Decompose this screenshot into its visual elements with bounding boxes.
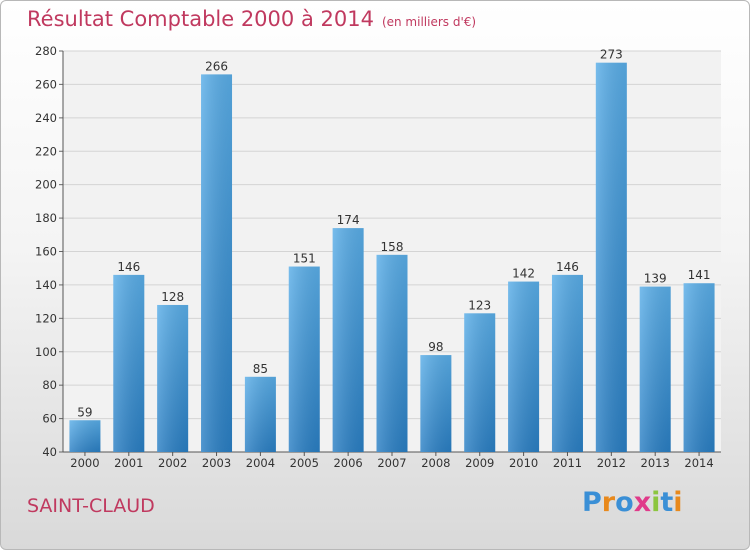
x-tick-label-2003: 2003: [202, 456, 231, 470]
logo-letter: o: [615, 487, 634, 518]
bar-shade-2010: [508, 281, 540, 452]
value-label-2006: 174: [337, 213, 360, 227]
value-label-2014: 141: [688, 268, 711, 282]
value-label-2008: 98: [428, 340, 443, 354]
chart-title-text: Résultat Comptable 2000 à 2014: [27, 7, 374, 31]
logo-letter: i: [651, 487, 661, 518]
bar-shade-2007: [376, 254, 408, 452]
y-tick-label: 260: [35, 77, 57, 91]
y-tick-label: 200: [35, 178, 57, 192]
x-tick-label-2007: 2007: [377, 456, 406, 470]
x-tick-label-2014: 2014: [684, 456, 713, 470]
y-tick-label: 60: [42, 412, 57, 426]
x-tick-label-2006: 2006: [333, 456, 362, 470]
bar-shade-2006: [332, 228, 364, 452]
y-tick-label: 220: [35, 144, 57, 158]
logo-letter: r: [601, 487, 616, 518]
bar-shade-2013: [639, 286, 671, 452]
y-tick-label: 180: [35, 211, 57, 225]
bar-shade-2001: [113, 274, 145, 452]
x-tick-label-2002: 2002: [158, 456, 187, 470]
x-tick-label-2005: 2005: [290, 456, 319, 470]
bar-shade-2004: [244, 376, 276, 452]
y-tick-label: 80: [42, 378, 57, 392]
value-label-2012: 273: [600, 48, 623, 62]
commune-name: SAINT-CLAUD: [27, 495, 155, 517]
logo-letter: P: [582, 487, 602, 518]
y-tick-label: 40: [42, 445, 57, 459]
value-label-2011: 146: [556, 260, 579, 274]
value-label-2004: 85: [253, 362, 268, 376]
x-tick-label-2009: 2009: [465, 456, 494, 470]
bar-shade-2009: [464, 313, 496, 452]
x-tick-label-2010: 2010: [509, 456, 538, 470]
proxiti-logo: Proxiti: [582, 487, 683, 518]
bar-shade-2003: [201, 74, 233, 453]
value-label-2009: 123: [468, 298, 491, 312]
x-tick-label-2000: 2000: [70, 456, 99, 470]
y-tick-label: 100: [35, 345, 57, 359]
y-tick-label: 160: [35, 245, 57, 259]
x-tick-label-2008: 2008: [421, 456, 450, 470]
y-tick-label: 120: [35, 311, 57, 325]
logo-letter: t: [660, 487, 674, 518]
value-label-2010: 142: [512, 267, 535, 281]
chart-title: Résultat Comptable 2000 à 2014 (en millie…: [27, 7, 476, 31]
chart-unit: (en milliers d'€): [381, 15, 477, 29]
bar-shade-2012: [595, 62, 627, 453]
x-tick-label-2011: 2011: [553, 456, 582, 470]
y-tick-label: 240: [35, 111, 57, 125]
bar-layer: 59 146 128 266 85 151 174 158 98 123 142 146 273 139 1…: [69, 48, 715, 453]
bar-shade-2014: [683, 283, 715, 452]
logo-letter: x: [633, 487, 652, 518]
y-tick-label: 140: [35, 278, 57, 292]
value-label-2003: 266: [205, 59, 228, 73]
x-tick-label-2012: 2012: [597, 456, 626, 470]
bar-shade-2002: [157, 304, 189, 452]
value-label-2013: 139: [644, 272, 667, 286]
x-tick-label-2013: 2013: [641, 456, 670, 470]
bar-shade-2008: [420, 355, 452, 452]
bar-shade-2000: [69, 420, 101, 452]
value-label-2007: 158: [381, 240, 404, 254]
logo-letter: i: [673, 487, 683, 518]
value-label-2005: 151: [293, 252, 316, 266]
value-label-2000: 59: [77, 405, 92, 419]
value-label-2001: 146: [117, 260, 140, 274]
x-tick-label-2004: 2004: [246, 456, 275, 470]
axis-layer: 40 60 80 100 120 140 160 180 200 220 240 260 280 2000…: [35, 44, 721, 470]
bar-shade-2005: [288, 266, 320, 452]
value-label-2002: 128: [161, 290, 184, 304]
y-tick-label: 280: [35, 44, 57, 58]
bar-shade-2011: [551, 274, 583, 452]
x-tick-label-2001: 2001: [114, 456, 143, 470]
